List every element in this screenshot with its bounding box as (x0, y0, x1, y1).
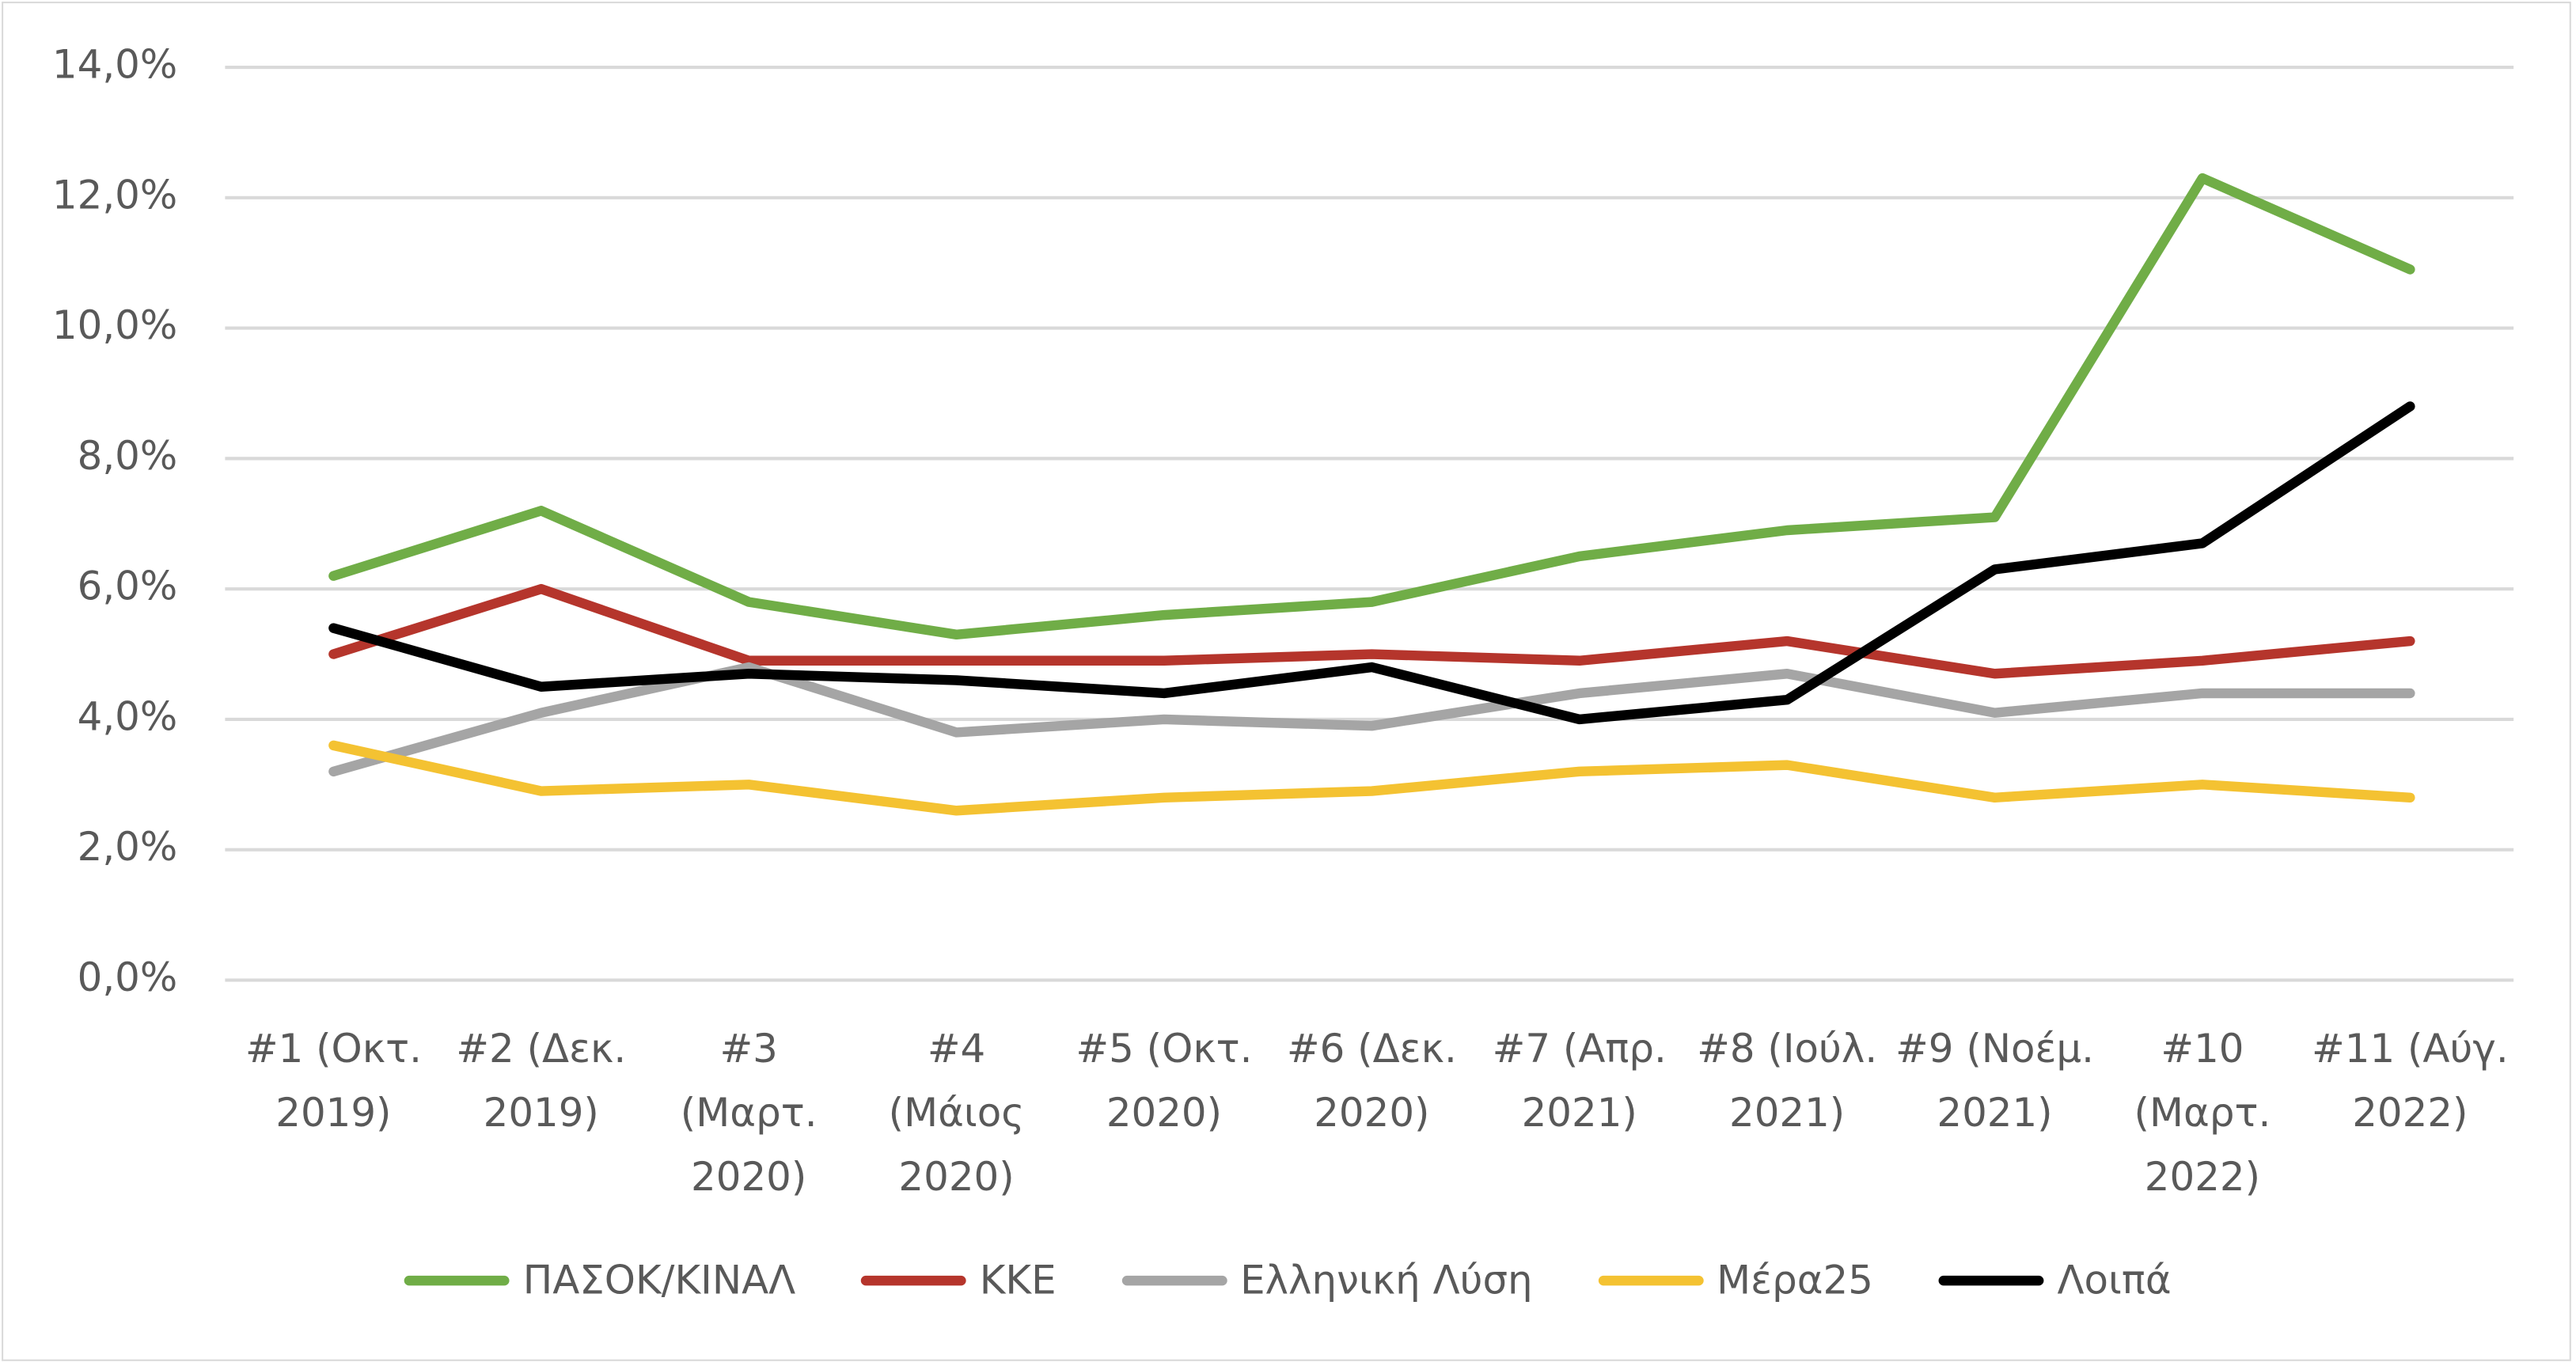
legend-swatch (1598, 1275, 1704, 1286)
y-tick-label: 8,0% (78, 433, 178, 479)
legend-swatch (1121, 1275, 1227, 1286)
series-line (328, 173, 2415, 640)
x-tick-label: #6 (Δεκ. 2020) (1286, 1026, 1457, 1136)
x-tick-label: #3 (Μαρτ. 2020) (680, 1026, 818, 1201)
legend-swatch (404, 1275, 510, 1286)
y-tick-label: 2,0% (78, 824, 178, 870)
x-tick-label: #8 (Ιούλ. 2021) (1697, 1026, 1878, 1136)
legend-item: Λοιπά (1938, 1258, 2172, 1304)
x-tick-label: #2 (Δεκ. 2019) (456, 1026, 627, 1136)
legend-label: ΚΚΕ (979, 1258, 1057, 1304)
legend-swatch (1938, 1275, 2044, 1286)
x-tick-label: #4 (Μάιος 2020) (888, 1026, 1025, 1201)
x-tick-label: #5 (Οκτ. 2020) (1076, 1026, 1253, 1136)
x-tick-label: #9 (Νοέμ. 2021) (1895, 1026, 2094, 1136)
series-line (328, 583, 2415, 679)
legend-label: Λοιπά (2057, 1258, 2172, 1304)
y-tick-label: 14,0% (52, 42, 177, 88)
y-tick-label: 4,0% (78, 693, 178, 739)
legend-swatch (861, 1275, 967, 1286)
y-tick-label: 12,0% (52, 172, 177, 218)
legend: ΠΑΣΟΚ/ΚΙΝΑΛ ΚΚΕ Ελληνική Λύση Μέρα25 Λοιπά (0, 1258, 2576, 1303)
legend-label: Μέρα25 (1717, 1258, 1873, 1304)
x-tick-label: #7 (Απρ. 2021) (1492, 1026, 1667, 1136)
x-tick-label: #10 (Μαρτ. 2022) (2134, 1026, 2271, 1201)
y-tick-label: 10,0% (52, 302, 177, 348)
legend-item: Μέρα25 (1598, 1258, 1873, 1304)
legend-item: Ελληνική Λύση (1121, 1258, 1533, 1304)
legend-label: Ελληνική Λύση (1240, 1258, 1533, 1304)
series-line (328, 740, 2415, 816)
legend-label: ΠΑΣΟΚ/ΚΙΝΑΛ (522, 1258, 796, 1304)
legend-item: ΚΚΕ (861, 1258, 1057, 1304)
y-tick-label: 6,0% (78, 563, 178, 609)
series-line (328, 401, 2415, 725)
y-tick-label: 0,0% (78, 954, 178, 1000)
legend-item: ΠΑΣΟΚ/ΚΙΝΑΛ (404, 1258, 795, 1303)
x-tick-label: #1 (Οκτ. 2019) (245, 1026, 422, 1136)
x-tick-label: #11 (Αύγ. 2022) (2312, 1026, 2509, 1136)
